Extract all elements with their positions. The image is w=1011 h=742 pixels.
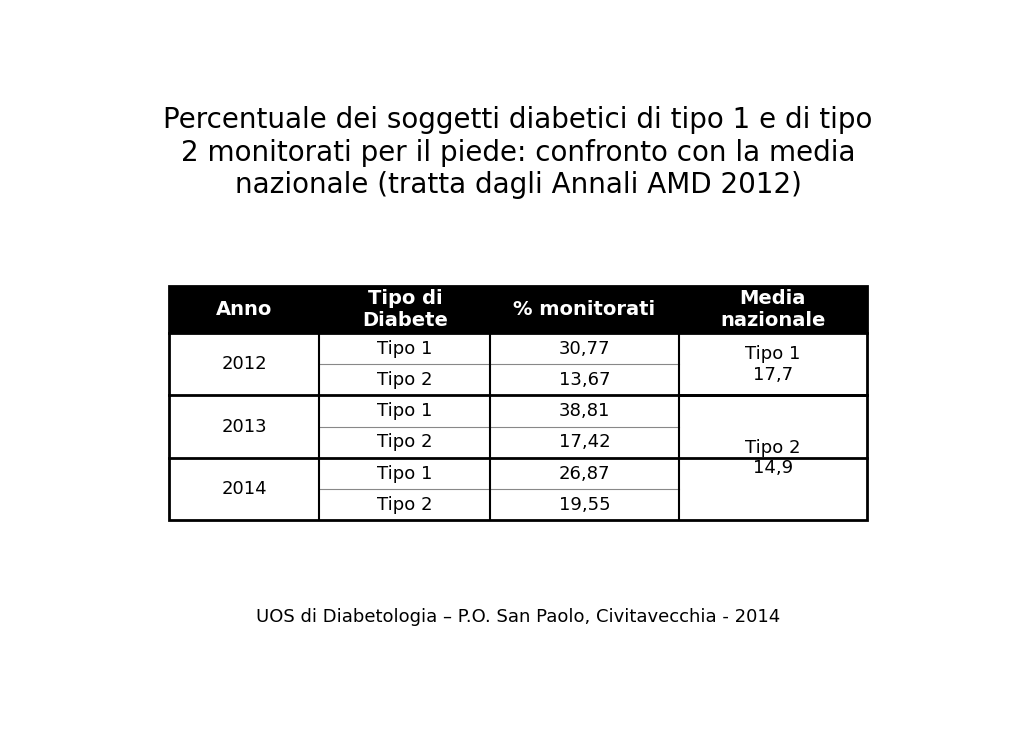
Text: Tipo 2: Tipo 2 — [377, 371, 433, 389]
Text: Anno: Anno — [216, 300, 273, 319]
Text: UOS di Diabetologia – P.O. San Paolo, Civitavecchia - 2014: UOS di Diabetologia – P.O. San Paolo, Ci… — [256, 608, 780, 626]
Text: Tipo 2
14,9: Tipo 2 14,9 — [745, 439, 801, 477]
Text: 26,87: 26,87 — [559, 464, 610, 482]
Text: 17,42: 17,42 — [558, 433, 611, 451]
Text: Tipo 2: Tipo 2 — [377, 496, 433, 513]
Text: Tipo di
Diabete: Tipo di Diabete — [362, 289, 448, 330]
Text: % monitorati: % monitorati — [514, 300, 655, 319]
Text: Tipo 1: Tipo 1 — [377, 402, 433, 420]
Text: 2012: 2012 — [221, 355, 267, 373]
Bar — [170, 286, 866, 333]
Text: Tipo 2: Tipo 2 — [377, 433, 433, 451]
Text: Tipo 1: Tipo 1 — [377, 464, 433, 482]
Text: 38,81: 38,81 — [559, 402, 610, 420]
Text: Media
nazionale: Media nazionale — [720, 289, 825, 330]
Text: 2013: 2013 — [221, 418, 267, 436]
Text: Percentuale dei soggetti diabetici di tipo 1 e di tipo
2 monitorati per il piede: Percentuale dei soggetti diabetici di ti… — [164, 106, 872, 199]
Text: Tipo 1: Tipo 1 — [377, 340, 433, 358]
Text: 30,77: 30,77 — [559, 340, 610, 358]
Text: 19,55: 19,55 — [558, 496, 611, 513]
Text: 13,67: 13,67 — [559, 371, 610, 389]
Text: 2014: 2014 — [221, 480, 267, 498]
Text: Tipo 1
17,7: Tipo 1 17,7 — [745, 345, 801, 384]
Bar — [170, 286, 866, 520]
